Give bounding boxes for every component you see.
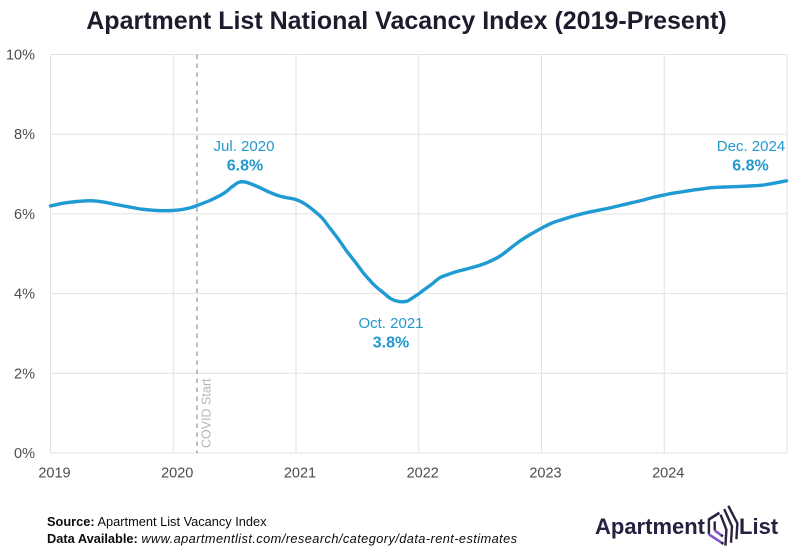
svg-text:2%: 2% bbox=[14, 366, 35, 382]
svg-text:2019: 2019 bbox=[38, 466, 70, 482]
svg-text:Jul. 2020: Jul. 2020 bbox=[214, 138, 275, 155]
svg-text:2020: 2020 bbox=[161, 466, 193, 482]
svg-text:8%: 8% bbox=[14, 127, 35, 143]
svg-text:3.8%: 3.8% bbox=[373, 335, 409, 352]
svg-text:4%: 4% bbox=[14, 287, 35, 303]
svg-text:2022: 2022 bbox=[407, 466, 439, 482]
svg-text:Dec. 2024: Dec. 2024 bbox=[717, 138, 785, 155]
svg-text:Oct. 2021: Oct. 2021 bbox=[358, 315, 423, 332]
svg-text:10%: 10% bbox=[6, 48, 35, 64]
svg-text:2024: 2024 bbox=[652, 466, 684, 482]
svg-text:6%: 6% bbox=[14, 207, 35, 223]
svg-text:0%: 0% bbox=[14, 446, 35, 462]
svg-text:2023: 2023 bbox=[529, 466, 561, 482]
svg-text:6.8%: 6.8% bbox=[227, 158, 263, 175]
svg-text:6.8%: 6.8% bbox=[732, 158, 768, 175]
svg-text:2021: 2021 bbox=[284, 466, 316, 482]
svg-text:COVID Start: COVID Start bbox=[200, 378, 214, 448]
